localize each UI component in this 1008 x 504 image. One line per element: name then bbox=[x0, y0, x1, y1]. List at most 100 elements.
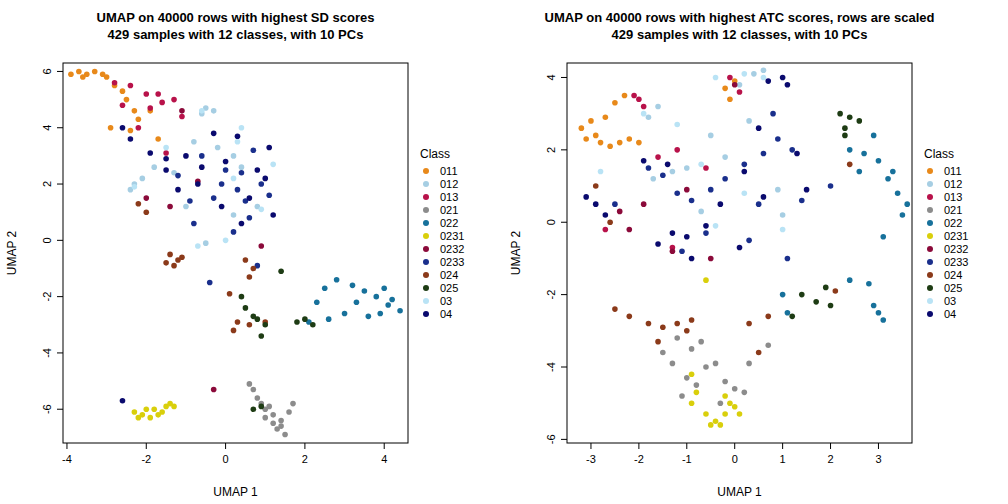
point bbox=[732, 82, 738, 88]
point bbox=[765, 314, 771, 320]
point bbox=[746, 321, 752, 327]
point bbox=[713, 75, 719, 81]
legend-label: 03 bbox=[440, 295, 452, 307]
point bbox=[155, 412, 161, 418]
y-tick-label: 6 bbox=[41, 68, 53, 74]
point bbox=[120, 398, 126, 404]
point bbox=[282, 432, 288, 438]
point bbox=[847, 114, 853, 120]
point bbox=[698, 339, 704, 345]
y-tick-label: -6 bbox=[41, 404, 53, 414]
legend-swatch bbox=[927, 220, 933, 226]
x-tick-label: -4 bbox=[62, 453, 72, 465]
point bbox=[231, 176, 237, 182]
legend-label: 04 bbox=[944, 308, 956, 320]
point bbox=[362, 288, 368, 294]
y-tick bbox=[57, 184, 63, 185]
point bbox=[876, 158, 882, 164]
point bbox=[223, 159, 229, 165]
point bbox=[775, 187, 781, 193]
point bbox=[655, 154, 661, 160]
legend: Class01101201302102202310232023302402503… bbox=[420, 147, 464, 320]
point bbox=[195, 181, 201, 187]
y-tick-label: 4 bbox=[41, 125, 53, 131]
point bbox=[718, 422, 724, 428]
x-tick bbox=[782, 443, 783, 449]
legend-swatch bbox=[423, 168, 429, 174]
point bbox=[828, 183, 834, 189]
point bbox=[689, 198, 695, 204]
point bbox=[813, 299, 819, 305]
point bbox=[626, 136, 632, 142]
point bbox=[593, 183, 599, 189]
point bbox=[179, 254, 185, 260]
y-tick bbox=[561, 77, 567, 78]
y-axis-label: UMAP 2 bbox=[5, 230, 19, 275]
point bbox=[286, 409, 292, 415]
point bbox=[151, 406, 157, 412]
point bbox=[775, 136, 781, 142]
point bbox=[756, 201, 762, 207]
point bbox=[270, 412, 276, 418]
plot-frame bbox=[63, 63, 408, 443]
subtitle: 429 samples with 12 classes, with 10 PCs bbox=[108, 27, 364, 42]
point bbox=[636, 96, 642, 102]
point bbox=[646, 114, 652, 120]
legend-swatch bbox=[927, 207, 933, 213]
point bbox=[713, 223, 719, 229]
point bbox=[722, 393, 728, 399]
point bbox=[239, 170, 245, 176]
point bbox=[741, 169, 747, 175]
x-tick-label: -2 bbox=[141, 453, 151, 465]
point bbox=[765, 78, 771, 84]
point bbox=[684, 187, 690, 193]
point bbox=[258, 333, 264, 339]
point bbox=[143, 209, 149, 215]
point bbox=[266, 404, 272, 410]
legend-label: 0232 bbox=[944, 243, 968, 255]
point bbox=[789, 314, 795, 320]
point bbox=[120, 88, 126, 94]
point bbox=[741, 162, 747, 168]
legend-label: 022 bbox=[944, 217, 962, 229]
point bbox=[703, 364, 709, 370]
x-tick bbox=[225, 443, 226, 449]
point bbox=[646, 165, 652, 171]
point bbox=[646, 321, 652, 327]
y-tick-label: 0 bbox=[41, 237, 53, 243]
x-tick-label: -1 bbox=[682, 453, 692, 465]
point bbox=[722, 379, 728, 385]
legend-swatch bbox=[423, 272, 429, 278]
point bbox=[215, 145, 221, 151]
legend-swatch bbox=[927, 298, 933, 304]
x-tick-label: 0 bbox=[223, 453, 229, 465]
point bbox=[665, 162, 671, 168]
point bbox=[780, 292, 786, 298]
point bbox=[583, 194, 589, 200]
point bbox=[262, 322, 268, 328]
point bbox=[262, 176, 268, 182]
point bbox=[737, 89, 743, 95]
point bbox=[751, 71, 757, 77]
legend-swatch bbox=[423, 311, 429, 317]
chart-canvas: UMAP on 40000 rows with highest SD score… bbox=[0, 0, 1008, 504]
legend-swatch bbox=[423, 259, 429, 265]
point bbox=[207, 280, 213, 286]
point bbox=[136, 415, 142, 421]
point bbox=[833, 288, 839, 294]
point bbox=[794, 151, 800, 157]
legend-swatch bbox=[927, 233, 933, 239]
point bbox=[251, 406, 257, 412]
y-tick bbox=[57, 127, 63, 128]
point bbox=[334, 277, 340, 283]
point bbox=[171, 97, 177, 103]
point bbox=[765, 342, 771, 348]
point bbox=[847, 147, 853, 153]
x-tick-label: 2 bbox=[827, 453, 833, 465]
point bbox=[167, 204, 173, 210]
point bbox=[689, 346, 695, 352]
legend-label: 011 bbox=[440, 165, 458, 177]
point bbox=[617, 209, 623, 215]
point bbox=[880, 234, 886, 240]
point bbox=[231, 153, 237, 159]
